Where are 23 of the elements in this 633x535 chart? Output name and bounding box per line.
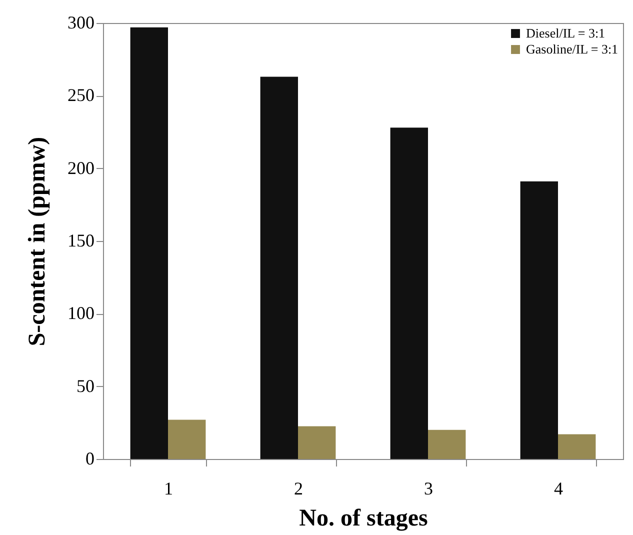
y-tick-label: 150 <box>68 230 94 250</box>
y-tick-label: 300 <box>68 12 94 32</box>
bar <box>428 430 466 459</box>
bar <box>390 128 428 459</box>
x-axis-title: No. of stages <box>299 506 428 532</box>
bar <box>298 426 336 459</box>
bar <box>130 27 168 459</box>
legend-label: Diesel/IL = 3:1 <box>526 26 606 40</box>
y-tick-label: 200 <box>68 158 94 178</box>
bar <box>260 76 298 459</box>
x-tick-label: 4 <box>554 478 563 498</box>
legend-label: Gasoline/IL = 3:1 <box>526 42 618 56</box>
y-tick-label: 50 <box>76 376 94 396</box>
y-axis-title: S-content in (ppmw) <box>24 136 50 346</box>
x-tick-label: 2 <box>294 478 303 498</box>
x-tick-label: 3 <box>424 478 433 498</box>
bar <box>168 420 206 459</box>
y-tick-label: 250 <box>68 85 94 106</box>
bar <box>558 434 596 459</box>
bar <box>520 181 558 459</box>
y-tick-label: 0 <box>86 448 94 468</box>
y-tick-label: 100 <box>68 303 94 324</box>
x-tick-label: 1 <box>164 478 173 498</box>
